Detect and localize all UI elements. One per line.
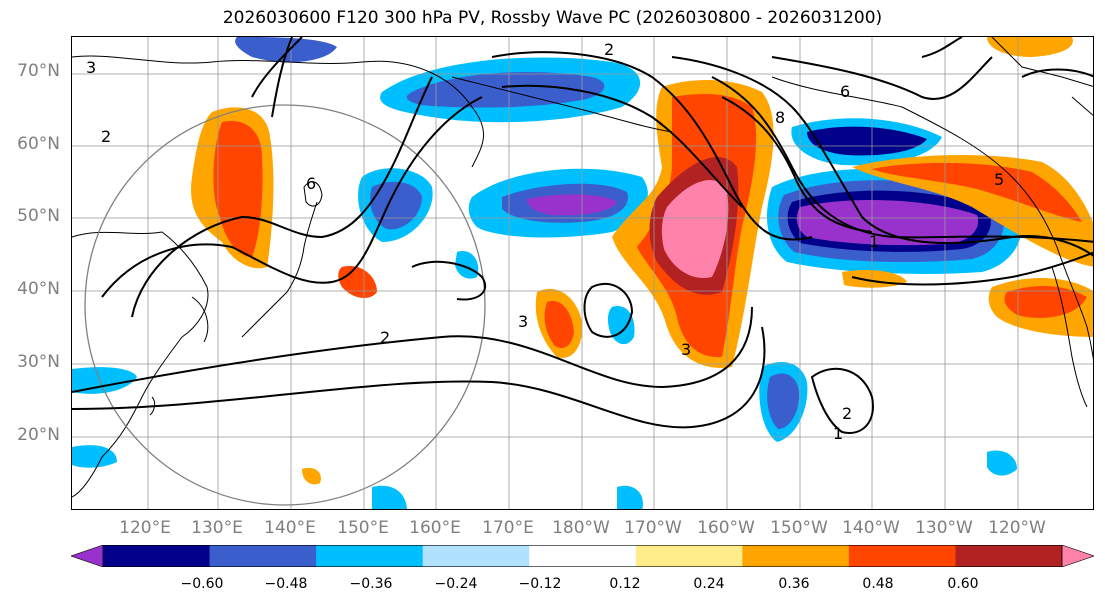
lat-label: 40°N <box>17 279 60 299</box>
positive-anomaly-region <box>872 162 1082 222</box>
negative-anomaly-region <box>607 306 635 345</box>
colorbar <box>71 545 1094 567</box>
contour-label: 2 <box>842 404 852 423</box>
colorbar-outline <box>102 545 1063 567</box>
contour-label: 3 <box>681 340 691 359</box>
colorbar-segment <box>529 545 637 567</box>
lon-label: 120°E <box>119 518 171 538</box>
lon-label: 140°E <box>264 518 316 538</box>
colorbar-segment <box>742 545 850 567</box>
contour-label: 1 <box>869 232 879 251</box>
colorbar-tick: 0.36 <box>778 576 810 592</box>
lon-label: 180°W <box>552 518 610 538</box>
positive-anomaly-region <box>544 301 574 349</box>
contour-label: 2 <box>604 40 614 59</box>
great-circle <box>84 104 486 506</box>
negative-anomaly-region <box>527 194 617 216</box>
negative-anomaly-region <box>987 450 1017 476</box>
map-canvas: 3 2 2 6 8 5 1 2 3 3 6 2 1 <box>72 37 1093 509</box>
contour-label: 3 <box>86 58 96 77</box>
positive-anomaly-region <box>661 180 729 278</box>
shaded-anomaly-regions <box>72 37 1093 509</box>
positive-anomaly-region <box>302 467 321 485</box>
colorbar-segment <box>635 545 743 567</box>
positive-anomaly-region <box>338 266 377 299</box>
negative-anomaly-region <box>372 485 407 509</box>
map-title: 2026030600 F120 300 hPa PV, Rossby Wave … <box>222 8 883 28</box>
contour-label: 1 <box>833 424 843 443</box>
colorbar-tick: −0.24 <box>434 576 478 592</box>
colorbar-tick: 0.24 <box>693 576 725 592</box>
pv-contours <box>72 37 1093 434</box>
colorbar-tick: 0.60 <box>947 576 979 592</box>
colorbar-tick: 0.48 <box>862 576 894 592</box>
lon-label: 120°W <box>988 518 1046 538</box>
lon-label: 160°W <box>697 518 755 538</box>
colorbar-tick: −0.48 <box>264 576 308 592</box>
negative-anomaly-region <box>406 72 605 108</box>
positive-anomaly-region <box>213 121 263 257</box>
colorbar-segment <box>848 545 956 567</box>
negative-anomaly-region <box>807 126 927 156</box>
negative-anomaly-region <box>796 200 979 246</box>
negative-anomaly-region <box>72 445 117 468</box>
lat-label: 20°N <box>17 425 60 445</box>
colorbar-extend-low <box>71 545 104 567</box>
negative-anomaly-region <box>72 367 137 394</box>
lat-label: 60°N <box>17 134 60 154</box>
lat-label: 50°N <box>17 206 60 226</box>
map-panel: 3 2 2 6 8 5 1 2 3 3 6 2 1 <box>71 36 1094 510</box>
contour-label: 5 <box>994 170 1004 189</box>
colorbar-tick: −0.36 <box>349 576 393 592</box>
positive-anomaly-region <box>987 37 1073 57</box>
lon-label: 130°W <box>915 518 973 538</box>
lon-label: 170°W <box>624 518 682 538</box>
coastlines <box>72 37 1093 498</box>
contour-label: 2 <box>101 127 111 146</box>
lon-label: 140°W <box>842 518 900 538</box>
positive-anomaly-region <box>1004 285 1087 318</box>
colorbar-segment <box>422 545 530 567</box>
lon-label: 130°E <box>191 518 243 538</box>
negative-anomaly-region <box>767 373 800 429</box>
contour-label: 3 <box>518 312 528 331</box>
negative-anomaly-region <box>235 37 337 63</box>
colorbar-segment <box>103 545 211 567</box>
negative-anomaly-region <box>617 485 643 509</box>
contour-label: 8 <box>775 108 785 127</box>
contour-labels: 3 2 2 6 8 5 1 2 3 3 6 2 1 <box>86 40 1004 443</box>
contour-label: 6 <box>306 174 316 193</box>
colorbar-segment <box>209 545 317 567</box>
lon-label: 150°E <box>337 518 389 538</box>
colorbar-tick: 0.12 <box>609 576 641 592</box>
negative-anomaly-region <box>455 251 479 279</box>
lon-label: 160°E <box>409 518 461 538</box>
lat-label: 30°N <box>17 352 60 372</box>
lat-label: 70°N <box>17 61 60 81</box>
contour-label: 6 <box>840 82 850 101</box>
colorbar-tick: −0.60 <box>180 576 224 592</box>
colorbar-segment <box>316 545 424 567</box>
lon-label: 150°W <box>770 518 828 538</box>
colorbar-tick: −0.12 <box>518 576 562 592</box>
colorbar-segment <box>955 545 1063 567</box>
contour-label: 2 <box>380 328 390 347</box>
colorbar-segments <box>71 545 1094 567</box>
colorbar-extend-high <box>1061 545 1094 567</box>
lon-label: 170°E <box>482 518 534 538</box>
